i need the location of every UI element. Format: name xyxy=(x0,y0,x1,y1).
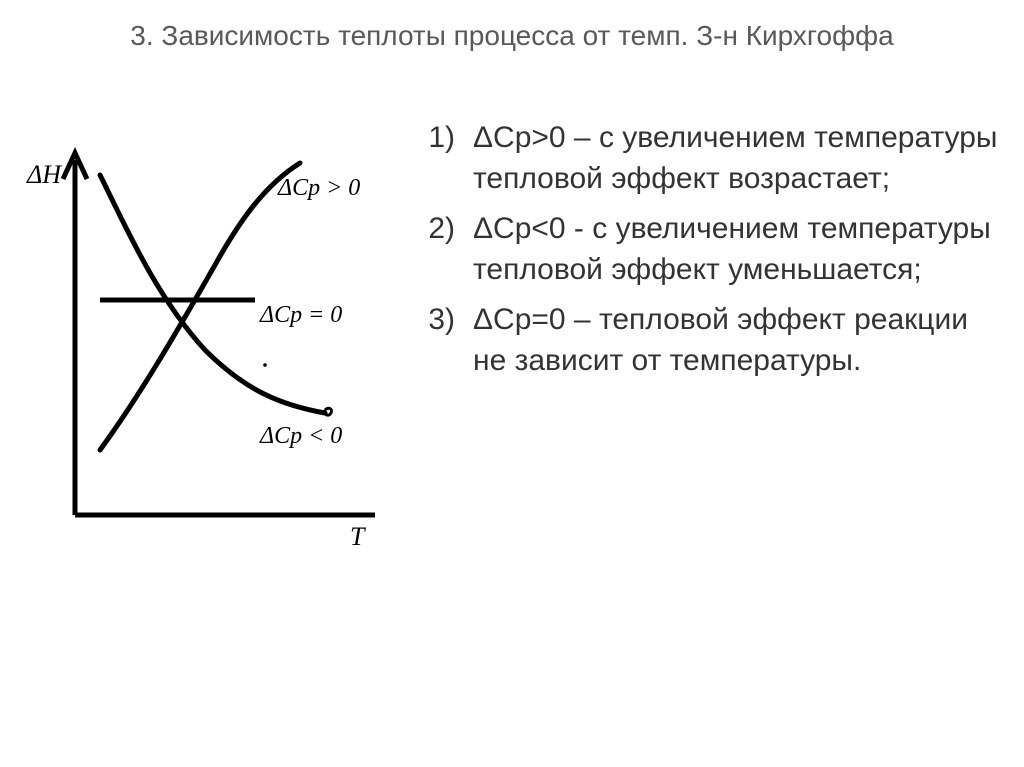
list-item-number: 2) xyxy=(400,209,473,290)
slide: 3. Зависимость теплоты процесса от темп.… xyxy=(0,0,1024,767)
list-item-number: 1) xyxy=(400,118,473,199)
list-item: 2) ΔСр<0 - с увеличением температуры теп… xyxy=(400,209,1000,290)
list-item-text: ΔСр=0 – тепловой эффект реакции не завис… xyxy=(473,300,1000,381)
curve-down xyxy=(100,175,325,413)
curve-up-label: ΔCp > 0 xyxy=(277,175,360,201)
curve-flat-label: ΔCp = 0 xyxy=(259,302,342,328)
slide-title: 3. Зависимость теплоты процесса от темп.… xyxy=(0,18,1024,54)
list-item: 3) ΔСр=0 – тепловой эффект реакции не за… xyxy=(400,300,1000,381)
curve-down-label: ΔCp < 0 xyxy=(259,423,342,449)
list-item-text: ΔСр>0 – с увеличением температуры теплов… xyxy=(473,118,1000,199)
list-item-text: ΔСр<0 - с увеличением температуры теплов… xyxy=(473,209,1000,290)
graph-svg: ΔH T ΔCp > 0 ΔCp = 0 ΔCp < 0 xyxy=(5,145,405,565)
list-item-number: 3) xyxy=(400,300,473,381)
y-axis-label: ΔH xyxy=(26,160,62,189)
explanation-list: 1) ΔСр>0 – с увеличением температуры теп… xyxy=(400,118,1000,391)
x-axis-label: T xyxy=(350,522,366,551)
curve-down-tail-icon xyxy=(325,408,332,415)
list-item: 1) ΔСр>0 – с увеличением температуры теп… xyxy=(400,118,1000,199)
stray-dot-icon xyxy=(263,363,267,367)
kirchhoff-graph: ΔH T ΔCp > 0 ΔCp = 0 ΔCp < 0 xyxy=(5,145,405,565)
